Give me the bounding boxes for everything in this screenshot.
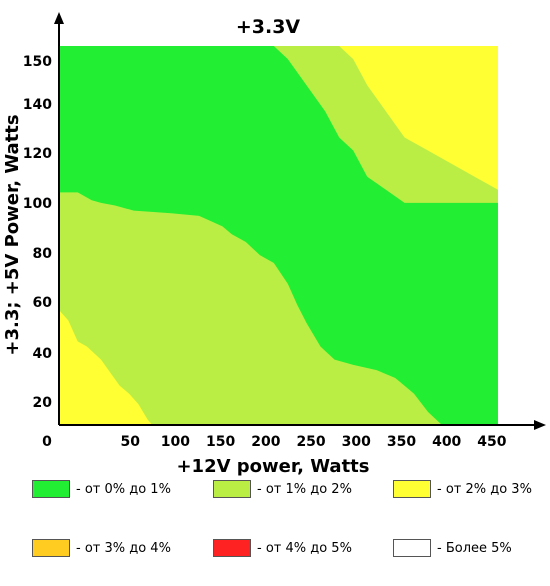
x-axis-label: +12V power, Watts bbox=[176, 456, 369, 477]
y-tick-label: 150 bbox=[23, 54, 52, 70]
x-tick-label: 450 bbox=[477, 434, 506, 450]
x-tick-label: 350 bbox=[387, 434, 416, 450]
y-tick-label: 80 bbox=[33, 246, 53, 262]
chart-title: +3.3V bbox=[236, 16, 301, 38]
y-axis-arrow bbox=[54, 12, 64, 24]
x-axis-arrow bbox=[534, 420, 546, 430]
y-tick-label: 100 bbox=[23, 196, 52, 212]
y-tick-label: 140 bbox=[23, 97, 52, 113]
x-tick-label: 250 bbox=[296, 434, 325, 450]
x-tick-label: 150 bbox=[206, 434, 235, 450]
x-tick-label: 50 bbox=[120, 434, 140, 450]
y-tick-label: 120 bbox=[23, 146, 52, 162]
y-tick-label: 60 bbox=[33, 295, 53, 311]
region-0-1 bbox=[59, 46, 498, 425]
origin-label: 0 bbox=[42, 434, 52, 450]
plot-area bbox=[59, 46, 498, 425]
y-tick-label: 20 bbox=[33, 395, 53, 411]
x-tick-label: 300 bbox=[342, 434, 371, 450]
region-2-3-top bbox=[339, 46, 498, 190]
x-tick-labels: 50 100 150 200 250 300 350 400 450 bbox=[120, 434, 506, 450]
x-tick-label: 100 bbox=[161, 434, 190, 450]
y-axis-label: +3.3; +5V Power, Watts bbox=[2, 114, 23, 355]
region-2-3-bottom bbox=[59, 309, 153, 425]
y-tick-label: 40 bbox=[33, 346, 53, 362]
x-tick-label: 400 bbox=[432, 434, 461, 450]
axes bbox=[54, 12, 546, 430]
x-tick-label: 200 bbox=[251, 434, 280, 450]
y-tick-labels: 20 40 60 80 100 120 140 150 bbox=[23, 54, 52, 411]
